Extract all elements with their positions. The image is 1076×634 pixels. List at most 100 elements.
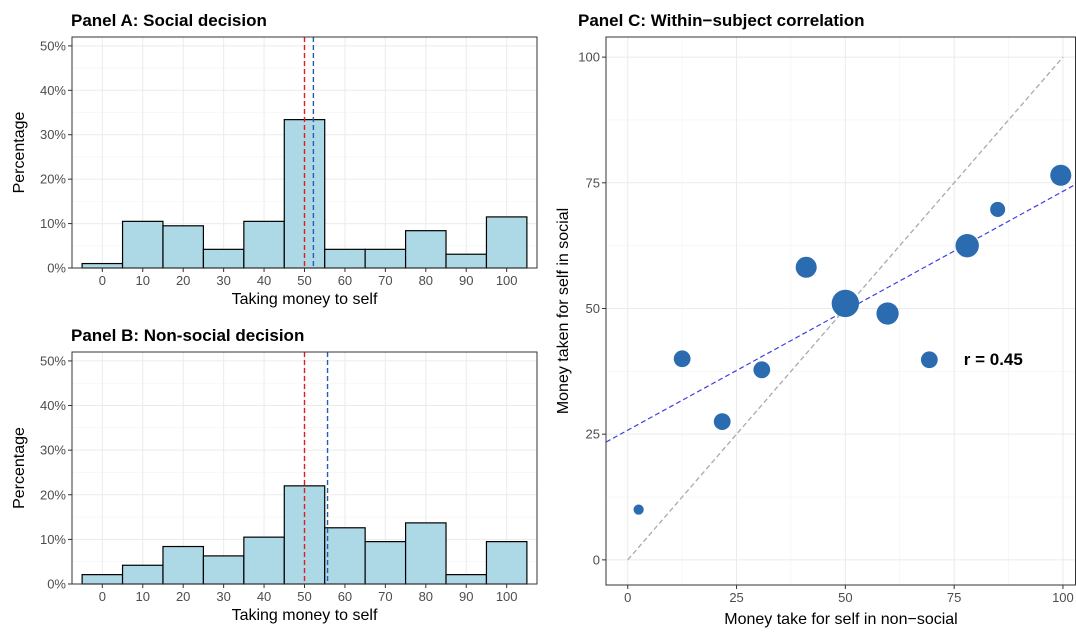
panel-a-bar-0: [81, 262, 124, 269]
panel-b-bars: [81, 485, 528, 585]
panel-b-bar-40: [243, 536, 285, 585]
panel-a-xtick-label: 50: [297, 273, 311, 288]
panel-a-xtick-label: 30: [216, 273, 230, 288]
scatter-point-2: [713, 413, 731, 431]
panel-a-bar-40: [243, 220, 285, 269]
correlation-annotation: r = 0.45: [964, 350, 1023, 369]
panel-c-grid: [606, 37, 1076, 585]
scatter-point-1: [673, 350, 691, 368]
panel-a-bar-70: [364, 248, 407, 269]
panel-c-x-label: Money take for self in non−social: [724, 611, 957, 628]
panel-a-x-label: Taking money to self: [232, 291, 378, 308]
scatter-point-4: [795, 256, 817, 278]
panel-b-xtick-label: 50: [297, 589, 311, 604]
panel-c-xtick-label: 25: [729, 590, 743, 605]
panel-a-xtick-label: 0: [99, 273, 106, 288]
panel-a-ytick-label: 10%: [40, 216, 66, 231]
scatter-point-5: [831, 289, 860, 318]
panel-b-bar-20: [162, 545, 205, 585]
panel-b-bar-30: [202, 555, 245, 585]
panel-b-y-ticks: 0% 10% 20% 30% 40% 50%: [40, 353, 72, 592]
panel-a-xtick-label: 70: [378, 273, 392, 288]
panel-b-ytick-label: 0%: [47, 577, 66, 592]
panel-b-xtick-label: 90: [459, 589, 473, 604]
panel-c-x-ticks: 0 25 50 75 100: [624, 585, 1074, 605]
panel-b-xtick-label: 80: [419, 589, 433, 604]
panel-a-bar-100: [485, 216, 528, 269]
panel-b-bar-60: [324, 527, 366, 585]
panel-c-xtick-label: 75: [947, 590, 961, 605]
panel-b-ytick-label: 40%: [40, 398, 66, 413]
panel-b-bar-90: [445, 574, 488, 585]
panel-b-x-ticks: 0 10 20 30 40 50 60 70 80 90 100: [99, 584, 518, 604]
panel-b-title: Panel B: Non-social decision: [71, 326, 304, 345]
panel-c-ytick-label: 0: [593, 552, 600, 567]
panel-b-ytick-label: 50%: [40, 353, 66, 368]
panel-b-y-label: Percentage: [11, 427, 28, 509]
scatter-point-3: [753, 361, 771, 379]
panel-a-xtick-label: 10: [136, 273, 150, 288]
panel-b-bar-0: [81, 574, 124, 585]
panel-a-bar-20: [162, 225, 205, 269]
panel-a-xtick-label: 100: [496, 273, 518, 288]
panel-a-xtick-label: 20: [176, 273, 190, 288]
panel-b-xtick-label: 60: [338, 589, 352, 604]
panel-c-points: [633, 164, 1072, 515]
panel-b-bar-10: [121, 564, 164, 585]
panel-a-bar-10: [121, 220, 164, 269]
panel-c-ytick-label: 50: [586, 301, 600, 316]
panel-c-ytick-label: 100: [578, 50, 600, 65]
panel-a-ytick-label: 40%: [40, 83, 66, 98]
scatter-point-8: [955, 233, 979, 258]
panel-b-xtick-label: 20: [176, 589, 190, 604]
panel-b-ytick-label: 20%: [40, 487, 66, 502]
scatter-point-10: [1050, 164, 1072, 186]
panel-a: Panel A: Social decision 0% 10% 20% 30% 40% 5…: [11, 11, 538, 308]
panel-c-y-ticks: 0 25 50 75 100: [578, 50, 606, 567]
panel-c-xtick-label: 100: [1052, 590, 1074, 605]
panel-c-ytick-label: 75: [586, 175, 600, 190]
panel-b-xtick-label: 100: [496, 589, 518, 604]
panel-a-bar-90: [445, 253, 488, 269]
panel-a-y-ticks: 0% 10% 20% 30% 40% 50%: [40, 38, 72, 276]
panel-b-ytick-label: 30%: [40, 443, 66, 458]
panel-b-xtick-label: 70: [378, 589, 392, 604]
panel-c-y-label: Money taken for self in social: [555, 208, 572, 414]
panel-a-x-ticks: 0 10 20 30 40 50 60 70 80 90 100: [99, 268, 518, 288]
panel-b-ytick-label: 10%: [40, 532, 66, 547]
panel-a-xtick-label: 80: [419, 273, 433, 288]
panel-b-xtick-label: 0: [99, 589, 106, 604]
scatter-point-7: [920, 351, 938, 369]
panel-a-ytick-label: 0%: [47, 261, 66, 276]
panel-c-title: Panel C: Within−subject correlation: [578, 11, 865, 30]
panel-a-ytick-label: 30%: [40, 127, 66, 142]
panel-b-mean-lines: [303, 352, 329, 584]
panel-b-xtick-label: 10: [136, 589, 150, 604]
panel-a-ytick-label: 20%: [40, 172, 66, 187]
panel-a-bar-80: [404, 230, 447, 269]
scatter-point-0: [633, 504, 644, 515]
panel-b-xtick-label: 40: [257, 589, 271, 604]
scatter-point-6: [876, 302, 899, 325]
panel-a-xtick-label: 40: [257, 273, 271, 288]
panel-a-mean-lines: [303, 37, 315, 268]
scatter-point-9: [990, 201, 1006, 217]
panel-a-bar-30: [202, 248, 245, 269]
panel-a-y-label: Percentage: [11, 111, 28, 193]
panel-a-bar-60: [324, 248, 366, 269]
panel-c: Panel C: Within−subject correlation r = …: [555, 11, 1076, 628]
panel-c-ytick-label: 25: [586, 427, 600, 442]
panel-b-bar-50: [283, 485, 326, 585]
panel-c-xtick-label: 50: [838, 590, 852, 605]
panel-a-ytick-label: 50%: [40, 38, 66, 53]
panel-b-bar-70: [364, 541, 407, 585]
panel-b-x-label: Taking money to self: [232, 607, 378, 624]
panel-b-bar-80: [404, 522, 447, 585]
panel-a-xtick-label: 90: [459, 273, 473, 288]
panel-b-bar-100: [485, 541, 528, 585]
panel-a-title: Panel A: Social decision: [71, 11, 267, 30]
panel-b-xtick-label: 30: [216, 589, 230, 604]
panel-c-xtick-label: 0: [624, 590, 631, 605]
panel-b: Panel B: Non-social decision 0% 10% 20% 30%…: [11, 326, 538, 624]
